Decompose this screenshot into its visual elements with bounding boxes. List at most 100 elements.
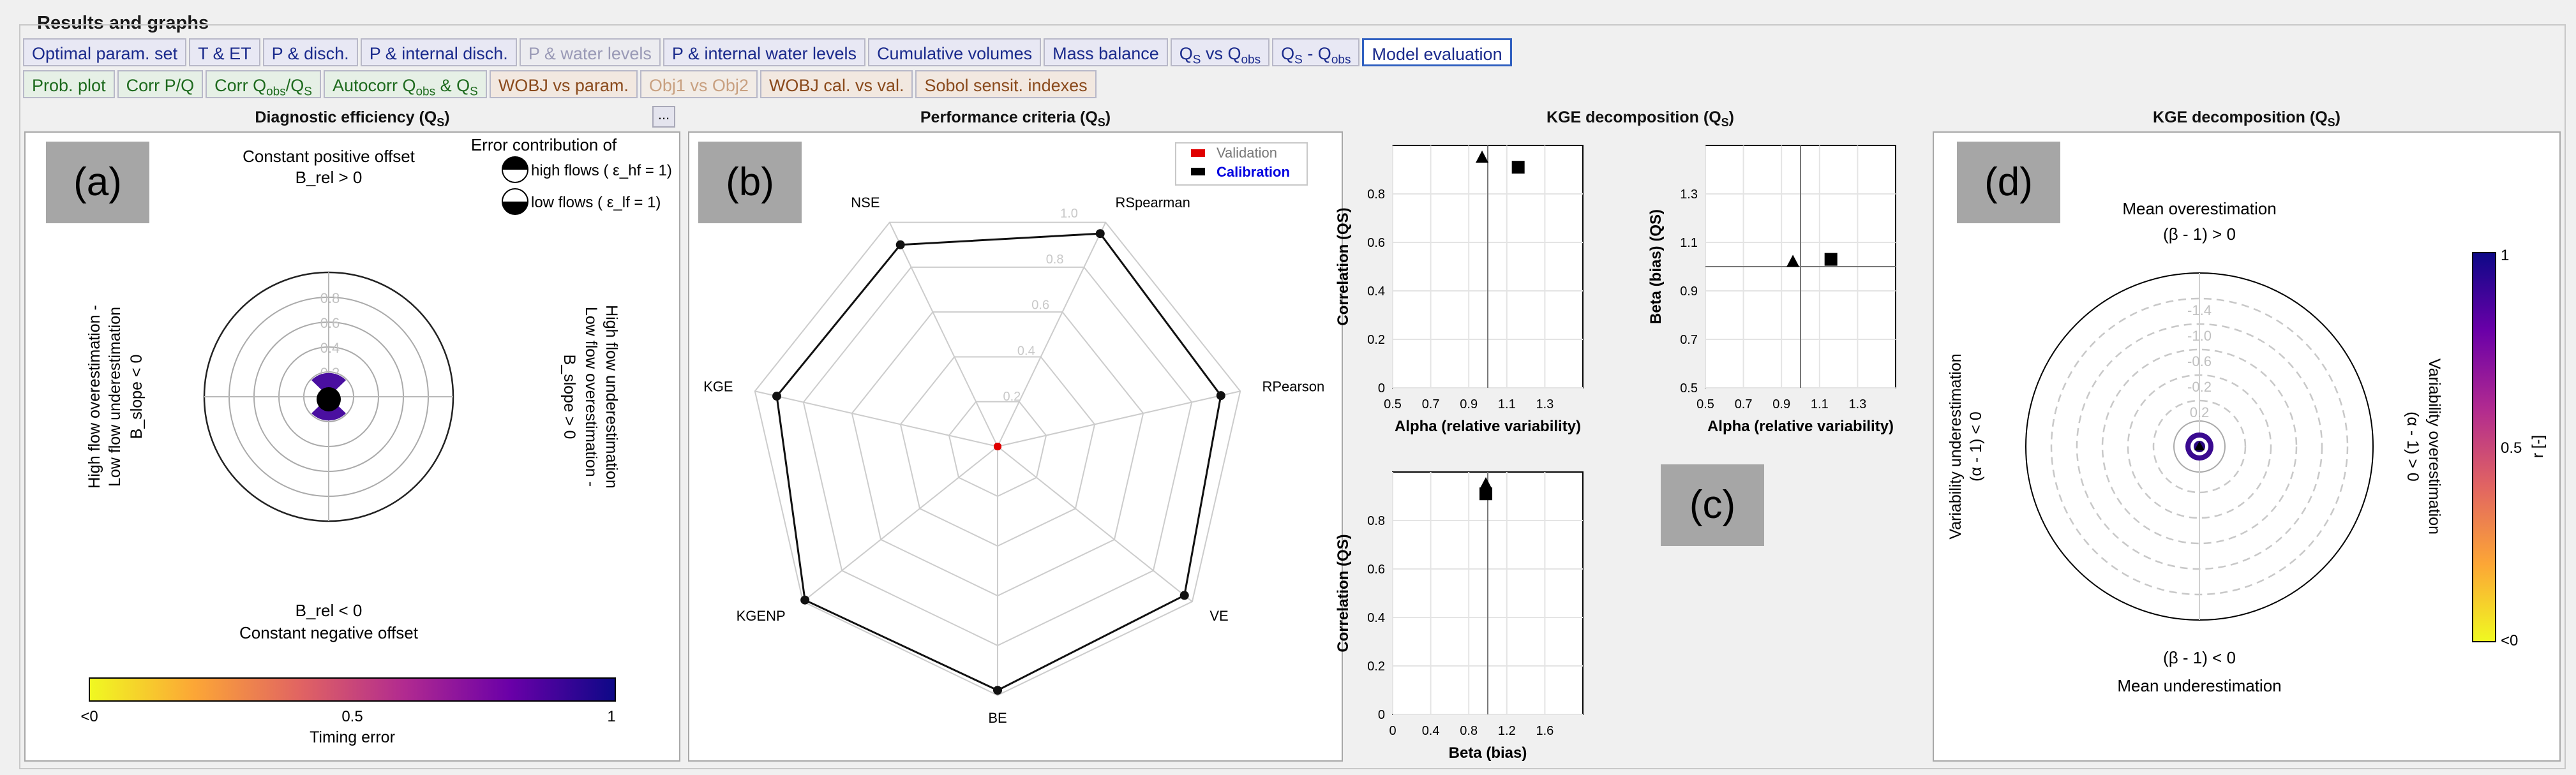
radar-spoke-6 — [888, 222, 998, 447]
radar-ring-3 — [899, 356, 1096, 547]
kge-ring-label-1: -1.0 — [2187, 328, 2212, 344]
panel-b-badge: (b) — [698, 142, 802, 223]
tab-r1-6[interactable]: Cumulative volumes — [868, 38, 1042, 66]
kge-scatter-1-ytick-3: 1.1 — [1680, 236, 1698, 250]
tab-r1-0[interactable]: Optimal param. set — [23, 38, 187, 66]
kge-scatter-2-ytick-4: 0.8 — [1367, 514, 1385, 528]
tab-r2-label-5: Obj1 vs Obj2 — [648, 76, 749, 95]
tab-r1-label-5: P & internal water levels — [671, 44, 857, 63]
tab-r2-4[interactable]: WOBJ vs param. — [489, 70, 638, 98]
tab-r1-10[interactable]: Model evaluation — [1362, 38, 1512, 66]
panel-kge-decomposition-d — [1933, 131, 2561, 762]
tab-r2-label-7: Sobol sensit. indexes — [924, 76, 1088, 95]
diagnostic-efficiency-plot: 0.80.60.40.2 Constant positive offset B_… — [80, 135, 672, 746]
tab-r1-9[interactable]: QS - Qobs — [1272, 38, 1360, 67]
pa-bottom-label-2: Constant negative offset — [239, 623, 419, 642]
kge-scatter-1-ytick-1: 0.7 — [1680, 333, 1698, 347]
radar-point-calibration-3 — [993, 686, 1002, 695]
kge-scatter-2-ytick-3: 0.6 — [1367, 563, 1385, 577]
tab-r1-label-3: P & internal disch. — [369, 44, 508, 63]
pd-top-label-2: (β - 1) > 0 — [2163, 225, 2236, 244]
tab-r1-label-6: Cumulative volumes — [877, 44, 1033, 63]
radar-point-calibration-5 — [772, 392, 781, 401]
tab-r2-7[interactable]: Sobol sensit. indexes — [915, 70, 1097, 98]
pd-right-label-1: (α - 1) > 0 — [2404, 411, 2422, 482]
kge-scatter-2-ytick-1: 0.2 — [1367, 660, 1385, 674]
kge-scatter-plots: 0.5 0.7 0.9 1.1 1.3 0 0.2 0.4 0.6 0.8 Alpha (relat… — [1335, 145, 1896, 762]
high-flow-legend-icon — [502, 157, 528, 170]
tab-r2-5[interactable]: Obj1 vs Obj2 — [640, 70, 758, 98]
de-ring-label-0: 0.8 — [320, 290, 340, 306]
pa-right-label-2: Low flow overestimation - — [582, 307, 600, 487]
tab-r1-8[interactable]: QS vs Qobs — [1170, 38, 1270, 66]
radar-axis-label-5: KGE — [703, 378, 733, 394]
pa-right-label-3: High flow underestimation — [603, 305, 620, 489]
tab-r2-6[interactable]: WOBJ cal. vs val. — [760, 70, 913, 98]
kge-polar-plot: -1.4-1.0-0.6-0.20.2 Mean overestimation … — [1947, 199, 2547, 695]
radar-ring-label-4: 0.2 — [1003, 390, 1021, 404]
kge-point-triangle — [2194, 441, 2205, 450]
tab-r2-label-0: Prob. plot — [32, 76, 106, 95]
tab-r1-7[interactable]: Mass balance — [1044, 38, 1168, 66]
pd-cbar-tick-2: <0 — [2501, 632, 2518, 649]
panel-c-badge: (c) — [1661, 464, 1764, 546]
de-high-flow-wedge — [311, 373, 346, 397]
pd-cbar-label: r [-] — [2529, 435, 2547, 458]
kge-scatter-1-xtick-2: 0.9 — [1772, 397, 1790, 411]
de-point — [317, 387, 341, 411]
tabs-row-2: Prob. plot Corr P/Q Corr Qobs/QS Autocorr Q… — [23, 70, 1099, 98]
pa-left-label-2: Low flow underestimation — [106, 307, 124, 487]
tab-r1-2[interactable]: P & disch. — [262, 38, 358, 66]
pa-cbar-tick-0: <0 — [80, 708, 98, 725]
pd-top-label-1: Mean overestimation — [2122, 199, 2276, 218]
kge-scatter-1-xlabel: Alpha (relative variability) — [1707, 418, 1894, 435]
tab-r1-label-0: Optimal param. set — [32, 44, 178, 63]
kge-scatter-1-xtick-4: 1.3 — [1848, 397, 1866, 411]
radar-spoke-1 — [997, 390, 1241, 447]
tab-r1-5[interactable]: P & internal water levels — [663, 38, 866, 66]
pd-cbar-tick-1: 0.5 — [2501, 439, 2522, 457]
tab-r1-4[interactable]: P & water levels — [519, 38, 661, 66]
kge-scatter-0-xtick-2: 0.9 — [1460, 397, 1478, 411]
tab-r2-3[interactable]: Autocorr Qobs & QS — [323, 70, 487, 98]
kge-ring-label-2: -0.6 — [2187, 353, 2212, 369]
tab-r1-label-2: P & disch. — [271, 44, 349, 63]
pd-cbar-tick-0: 1 — [2501, 247, 2509, 264]
pa-top-label-2: B_rel > 0 — [296, 168, 363, 187]
kge-scatter-0-xtick-4: 1.3 — [1536, 397, 1554, 411]
kge-scatter-2-xtick-3: 1.2 — [1498, 724, 1516, 738]
kge-scatter-1-ytick-2: 0.9 — [1680, 284, 1698, 299]
radar-ring-label-3: 0.4 — [1017, 344, 1035, 358]
tab-r2-0[interactable]: Prob. plot — [23, 70, 115, 98]
tab-r1-label-9: QS - Qobs — [1281, 44, 1351, 67]
panel-diagnostic-efficiency — [24, 131, 680, 762]
tab-r1-1[interactable]: T & ET — [189, 38, 260, 66]
kge-scatter-1-ytick-4: 1.3 — [1680, 188, 1698, 202]
tab-r1-label-7: Mass balance — [1052, 44, 1159, 63]
kge-scatter-0-ytick-4: 0.8 — [1367, 188, 1385, 202]
radar-ring-2 — [851, 311, 1144, 597]
kge-scatter-2-xtick-0: 0 — [1389, 724, 1396, 738]
pd-bottom-label-1: (β - 1) < 0 — [2163, 648, 2236, 667]
tab-r2-1[interactable]: Corr P/Q — [117, 70, 204, 98]
tab-r1-label-4: P & water levels — [528, 44, 652, 63]
tab-r2-label-1: Corr P/Q — [126, 76, 195, 95]
tab-r2-2[interactable]: Corr Qobs/QS — [206, 70, 321, 98]
radar-axis-label-3: BE — [988, 710, 1007, 726]
pd-left-label-1: Variability underestimation — [1947, 353, 1965, 539]
kge-scatter-0-triangle-point — [1476, 151, 1489, 163]
kge-scatter-1-ylabel: Beta (bias) (QS) — [1647, 209, 1665, 324]
kge-scatter-0-ytick-1: 0.2 — [1367, 333, 1385, 347]
more-options-button[interactable]: ... — [652, 106, 675, 128]
kge-scatter-0-ylabel: Correlation (QS) — [1335, 207, 1352, 325]
pa-legend-low: low flows ( ε_lf = 1) — [531, 194, 661, 211]
tab-r2-label-2: Corr Qobs/QS — [214, 76, 312, 99]
results-group-title: Results and graphs — [37, 13, 209, 33]
pa-cbar-tick-1: 0.5 — [341, 708, 363, 725]
radar-spoke-4 — [802, 446, 998, 602]
kge-scatter-2-ylabel: Correlation (QS) — [1335, 534, 1352, 652]
kge-scatter-2-ytick-2: 0.4 — [1367, 611, 1385, 625]
tab-r1-3[interactable]: P & internal disch. — [360, 38, 517, 66]
radar-series-calibration — [775, 232, 1222, 691]
pa-legend-high: high flows ( ε_hf = 1) — [531, 162, 672, 179]
